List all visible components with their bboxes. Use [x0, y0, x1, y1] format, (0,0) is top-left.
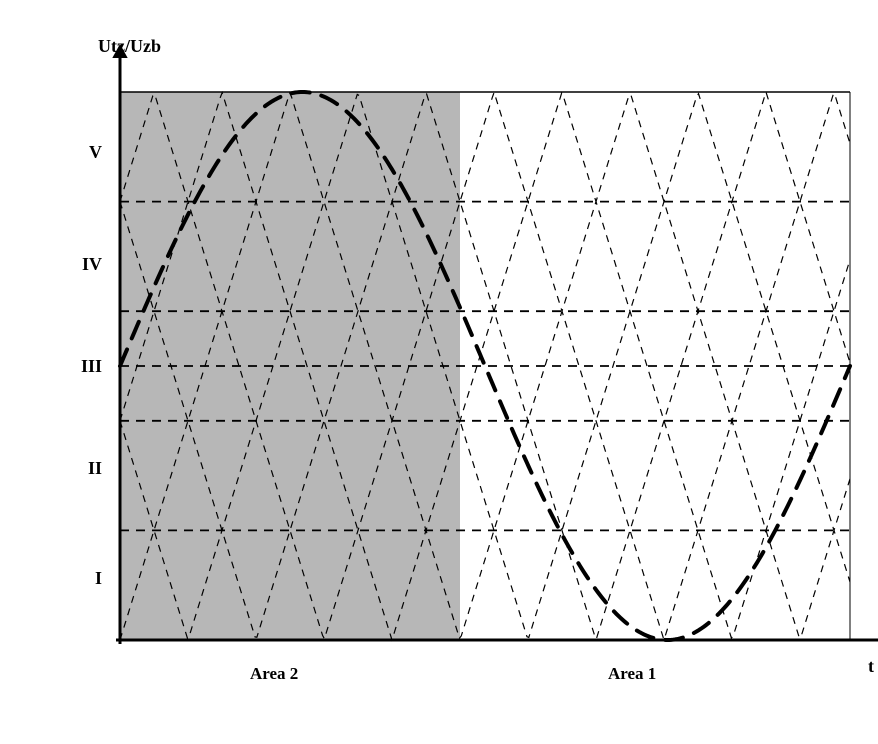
x-axis-label: t — [868, 656, 874, 677]
yzone-label: I — [62, 568, 102, 589]
x-axis-label-text: t — [868, 656, 874, 676]
yzone-label: IV — [62, 254, 102, 275]
area2-label: Area 2 — [250, 664, 298, 684]
y-axis-label: Utz/Uzb — [98, 36, 161, 57]
diagram-svg — [20, 20, 878, 724]
yzone-label: III — [62, 356, 102, 377]
yzone-label: V — [62, 142, 102, 163]
yzone-label: II — [62, 458, 102, 479]
area1-label: Area 1 — [608, 664, 656, 684]
y-axis-label-text: Utz/Uzb — [98, 36, 161, 56]
